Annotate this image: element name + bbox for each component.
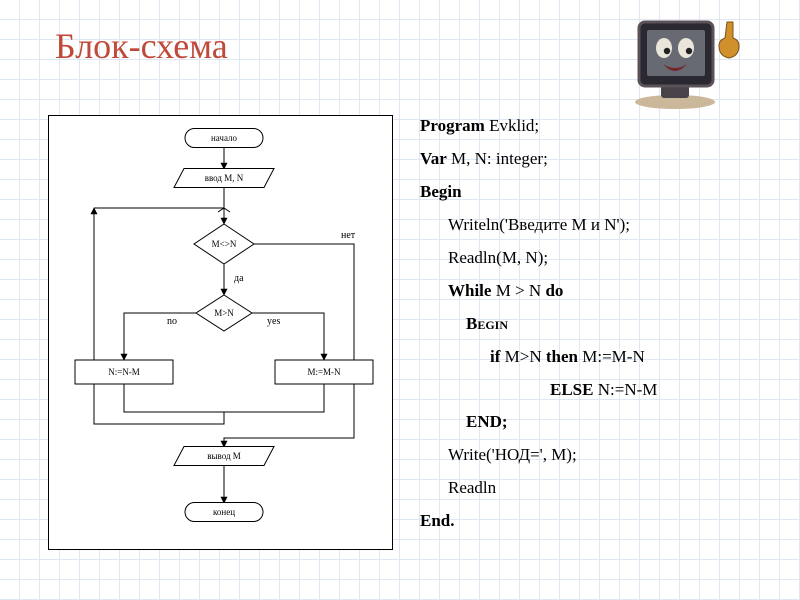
svg-text:да: да (234, 273, 244, 284)
monitor-icon (635, 22, 715, 109)
kw-begin2: Begin (466, 314, 508, 333)
svg-text:вывод M: вывод M (207, 451, 241, 461)
code-listing: Program Evklid; Var M, N: integer; Begin… (420, 115, 780, 543)
page-title: Блок-схема (55, 25, 228, 67)
svg-text:M<>N: M<>N (212, 239, 237, 249)
svg-text:yes: yes (267, 316, 280, 327)
kw-if: if (490, 347, 500, 366)
svg-text:конец: конец (213, 507, 235, 517)
kw-end2: End. (420, 511, 455, 530)
pointing-hand-icon (719, 22, 739, 58)
svg-text:ввод M, N: ввод M, N (205, 173, 244, 183)
computer-character-icon (625, 18, 745, 115)
svg-text:M>N: M>N (214, 308, 234, 318)
kw-end: END; (466, 412, 508, 431)
svg-text:начало: начало (211, 133, 238, 143)
flowchart-diagram: начало ввод M, N M<>N M>N N:=N-M M:=M-N вывод … (48, 115, 393, 550)
svg-text:нет: нет (341, 230, 356, 241)
kw-else: ELSE (550, 380, 593, 399)
kw-var: Var (420, 149, 447, 168)
kw-begin: Begin (420, 182, 462, 201)
kw-program: Program (420, 116, 485, 135)
kw-while: While (448, 281, 491, 300)
svg-text:M:=M-N: M:=M-N (307, 367, 341, 377)
kw-do: do (545, 281, 563, 300)
kw-then: then (546, 347, 578, 366)
svg-text:N:=N-M: N:=N-M (108, 367, 140, 377)
svg-text:no: no (167, 316, 177, 327)
